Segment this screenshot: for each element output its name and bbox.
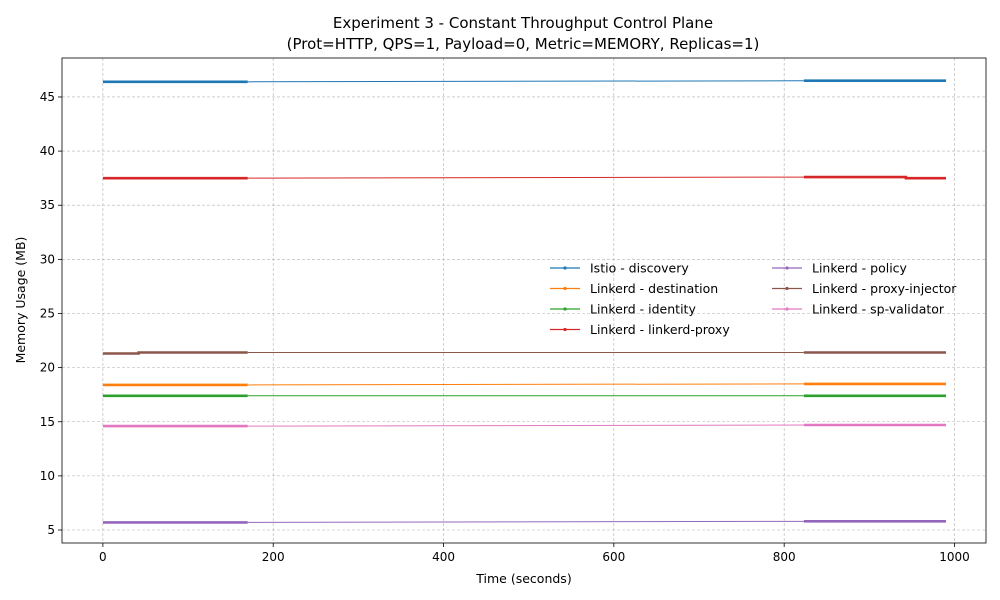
- chart-title: Experiment 3 - Constant Throughput Contr…: [333, 14, 713, 32]
- series-linkerd-sp-validator: [102, 423, 946, 428]
- series-connector: [247, 520, 804, 523]
- series-connector: [247, 176, 804, 179]
- x-axis-label: Time (seconds): [475, 571, 571, 586]
- legend-label: Linkerd - sp-validator: [812, 302, 945, 317]
- y-tick-label: 10: [40, 469, 55, 483]
- grid: [62, 58, 986, 543]
- legend-label: Linkerd - linkerd-proxy: [590, 322, 730, 337]
- legend-entry: Istio - discovery: [550, 261, 689, 276]
- x-tick-label: 800: [773, 550, 796, 564]
- legend-marker: [785, 266, 789, 270]
- legend: Istio - discovery Linkerd - destination Li…: [550, 261, 957, 337]
- legend-entry: Linkerd - policy: [772, 261, 908, 276]
- x-tick-label: 1000: [939, 550, 970, 564]
- x-tick-label: 400: [432, 550, 455, 564]
- series-segment: [102, 351, 248, 355]
- y-tick-label: 40: [40, 144, 55, 158]
- legend-marker: [563, 286, 567, 291]
- legend-entry: Linkerd - linkerd-proxy: [550, 322, 730, 337]
- y-axis-label: Memory Usage (MB): [13, 237, 28, 364]
- legend-entry: Linkerd - identity: [550, 302, 696, 317]
- legend-marker: [563, 266, 567, 270]
- ticks: 0 200 400 600 800 1000 5 10 15 20 25 30 35 40 45: [40, 90, 970, 564]
- chart-subtitle: (Prot=HTTP, QPS=1, Payload=0, Metric=MEM…: [287, 35, 760, 53]
- legend-entry: Linkerd - destination: [550, 281, 718, 296]
- legend-label: Istio - discovery: [590, 261, 689, 276]
- y-tick-label: 30: [40, 252, 55, 266]
- legend-entry: Linkerd - proxy-injector: [772, 281, 957, 296]
- series-linkerd-destination: [102, 382, 946, 387]
- legend-label: Linkerd - identity: [590, 302, 696, 317]
- x-tick-label: 0: [99, 550, 107, 564]
- series-layer: [102, 79, 946, 524]
- plot-frame: [61, 57, 987, 544]
- y-tick-label: 20: [40, 361, 55, 375]
- series-linkerd-linkerd-proxy: [102, 175, 946, 180]
- series-istio-discovery: [102, 79, 946, 84]
- legend-label: Linkerd - proxy-injector: [812, 281, 957, 296]
- legend-marker: [785, 286, 789, 291]
- legend-label: Linkerd - policy: [812, 261, 908, 276]
- x-tick-label: 600: [602, 550, 625, 564]
- series-segment: [803, 175, 946, 180]
- legend-marker: [563, 307, 567, 311]
- x-tick-label: 200: [262, 550, 285, 564]
- y-tick-label: 35: [40, 198, 55, 212]
- legend-label: Linkerd - destination: [590, 281, 718, 296]
- legend-marker: [785, 307, 789, 311]
- series-connector: [247, 424, 804, 427]
- y-tick-label: 15: [40, 415, 55, 429]
- y-tick-label: 5: [47, 523, 55, 537]
- y-tick-label: 45: [40, 90, 55, 104]
- series-connector: [247, 383, 804, 386]
- series-linkerd-proxy-injector: [102, 351, 946, 355]
- series-linkerd-policy: [102, 519, 946, 524]
- y-tick-label: 25: [40, 306, 55, 320]
- legend-entry: Linkerd - sp-validator: [772, 302, 945, 317]
- legend-marker: [563, 327, 567, 332]
- series-connector: [247, 80, 804, 83]
